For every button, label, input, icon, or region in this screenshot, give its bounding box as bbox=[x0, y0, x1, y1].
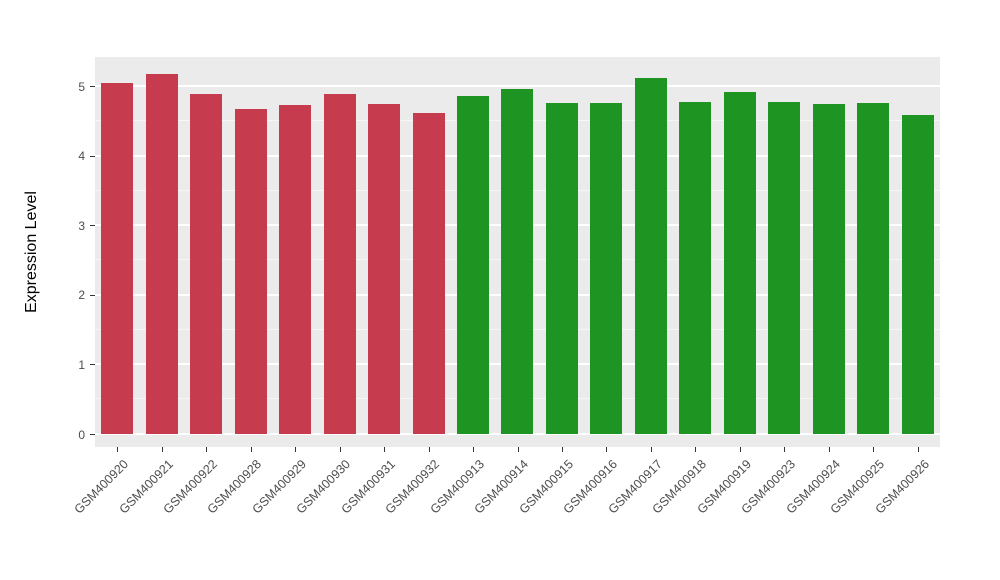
bar-slot bbox=[718, 57, 762, 434]
bar-slot bbox=[406, 57, 450, 434]
bar-GSM400919 bbox=[723, 92, 756, 434]
bar-slot bbox=[851, 57, 895, 434]
bar-GSM400929 bbox=[279, 105, 312, 434]
bar-slot bbox=[451, 57, 495, 434]
x-tick-mark bbox=[295, 447, 297, 452]
gridline-major bbox=[95, 85, 940, 88]
bar-GSM400922 bbox=[190, 93, 223, 434]
bar-slot bbox=[228, 57, 272, 434]
bars-row bbox=[95, 57, 940, 447]
gridline-major bbox=[95, 433, 940, 435]
x-tick-mark bbox=[606, 447, 608, 452]
bar-GSM400916 bbox=[590, 102, 623, 434]
bar-GSM400923 bbox=[768, 102, 801, 434]
x-tick-mark bbox=[117, 447, 119, 452]
y-tick-label: 3 bbox=[78, 218, 85, 233]
x-tick-mark bbox=[650, 447, 652, 452]
x-tick-mark bbox=[161, 447, 163, 452]
bar-slot bbox=[584, 57, 628, 434]
bar-GSM400926 bbox=[901, 115, 934, 434]
y-tick-mark bbox=[90, 294, 95, 296]
y-tick-mark bbox=[90, 364, 95, 366]
bar-GSM400915 bbox=[545, 102, 578, 434]
x-tick-mark bbox=[873, 447, 875, 452]
bar-GSM400931 bbox=[368, 104, 401, 434]
y-tick-mark bbox=[90, 155, 95, 157]
y-tick-mark bbox=[90, 434, 95, 435]
x-tick-mark bbox=[784, 447, 786, 452]
bar-slot bbox=[762, 57, 806, 434]
bar-slot bbox=[95, 57, 139, 434]
bar-GSM400914 bbox=[501, 89, 534, 434]
bar-slot bbox=[673, 57, 717, 434]
y-tick-mark bbox=[90, 225, 95, 227]
x-tick-mark bbox=[917, 447, 919, 452]
y-tick-label: 2 bbox=[78, 288, 85, 303]
bar-slot bbox=[895, 57, 939, 434]
bar-GSM400920 bbox=[101, 82, 134, 434]
x-tick-mark bbox=[428, 447, 430, 452]
bar-GSM400925 bbox=[857, 102, 890, 434]
y-tick-mark bbox=[90, 86, 95, 88]
bar-slot bbox=[317, 57, 361, 434]
plot-panel bbox=[95, 57, 940, 447]
bar-slot bbox=[273, 57, 317, 434]
bar-GSM400913 bbox=[456, 95, 489, 434]
x-tick-mark bbox=[250, 447, 252, 452]
x-tick-mark bbox=[473, 447, 475, 452]
x-tick-mark bbox=[828, 447, 830, 452]
bar-GSM400918 bbox=[679, 101, 712, 434]
x-tick-mark bbox=[206, 447, 208, 452]
bar-slot bbox=[807, 57, 851, 434]
bar-slot bbox=[495, 57, 539, 434]
bar-GSM400930 bbox=[323, 93, 356, 434]
bar-GSM400932 bbox=[412, 112, 445, 434]
x-tick-mark bbox=[739, 447, 741, 452]
x-tick-mark bbox=[695, 447, 697, 452]
x-tick-mark bbox=[517, 447, 519, 452]
bar-slot bbox=[184, 57, 228, 434]
bar-slot bbox=[139, 57, 183, 434]
y-tick-label: 4 bbox=[78, 149, 85, 164]
bar-slot bbox=[362, 57, 406, 434]
bar-GSM400928 bbox=[234, 109, 267, 434]
x-tick-mark bbox=[384, 447, 386, 452]
bar-GSM400924 bbox=[812, 104, 845, 434]
y-axis-title: Expression Level bbox=[23, 191, 40, 313]
bar-slot bbox=[540, 57, 584, 434]
y-tick-label: 1 bbox=[78, 357, 85, 372]
bar-slot bbox=[629, 57, 673, 434]
x-tick-mark bbox=[561, 447, 563, 452]
bar-GSM400921 bbox=[145, 74, 178, 434]
x-tick-mark bbox=[339, 447, 341, 452]
y-tick-label: 5 bbox=[78, 79, 85, 94]
bar-GSM400917 bbox=[634, 77, 667, 434]
y-tick-label: 0 bbox=[78, 427, 85, 442]
